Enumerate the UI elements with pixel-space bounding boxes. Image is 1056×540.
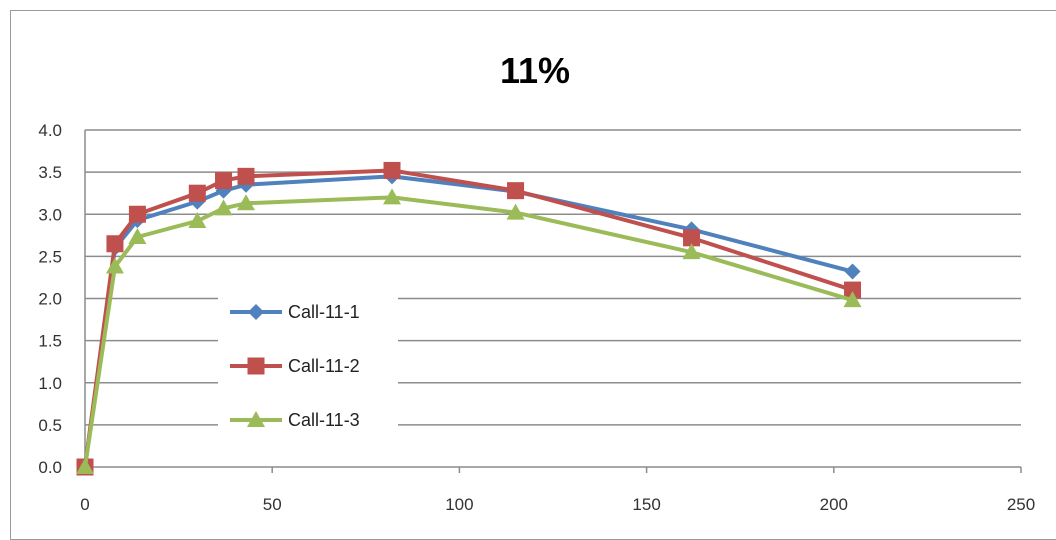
- series-3-point: [105, 257, 124, 274]
- legend-marker: [248, 304, 264, 320]
- x-tick-label: 250: [1007, 495, 1035, 514]
- series-3-point: [76, 458, 94, 474]
- series-3-point: [682, 243, 701, 260]
- y-tick-label: 3.0: [38, 205, 62, 224]
- legend-marker: [247, 357, 265, 375]
- y-tick-label: 1.0: [38, 374, 62, 393]
- series-2-point: [237, 167, 255, 185]
- x-tick-label: 200: [820, 495, 848, 514]
- y-tick-label: 3.5: [38, 163, 62, 182]
- series-2-point: [507, 182, 525, 200]
- y-tick-label: 0.0: [38, 458, 62, 477]
- series-3-point: [188, 211, 207, 228]
- series-1-line: [83, 174, 854, 468]
- legend-marker: [247, 411, 265, 427]
- series-2-line: [83, 168, 854, 468]
- series-3-point: [383, 188, 402, 205]
- legend-item: Call-11-1: [230, 302, 360, 322]
- legend-label: Call-11-3: [288, 410, 360, 430]
- line-chart: 11% 0.0 0.5 1.0 1.5 2.0 2.5 3.0 3.5 4.0 0 50 100 150…: [38, 50, 1035, 514]
- x-tick-label: 0: [80, 495, 89, 514]
- axes: 0.0 0.5 1.0 1.5 2.0 2.5 3.0 3.5 4.0 0 50 100 150 200 2…: [38, 121, 1035, 514]
- series-3-point: [214, 199, 233, 216]
- series-2-point: [188, 184, 206, 202]
- y-tick-label: 1.5: [38, 332, 62, 351]
- chart-title: 11%: [500, 50, 570, 91]
- legend-item: Call-11-3: [230, 410, 360, 430]
- series-1-point: [844, 263, 861, 280]
- x-tick-label: 50: [263, 495, 282, 514]
- series-2-point: [383, 161, 401, 179]
- x-tick-label: 150: [632, 495, 660, 514]
- series-2-point: [128, 205, 146, 223]
- series-3-point: [843, 291, 862, 308]
- y-tick-label: 2.0: [38, 290, 62, 309]
- legend-label: Call-11-1: [288, 302, 360, 322]
- series-group: [76, 161, 862, 476]
- y-tick-label: 4.0: [38, 121, 62, 140]
- series-2-point: [106, 235, 124, 253]
- series-3-line: [83, 195, 854, 468]
- y-tick-label: 2.5: [38, 247, 62, 266]
- legend-label: Call-11-2: [288, 356, 360, 376]
- series-3: [76, 188, 862, 474]
- series-3-point: [236, 194, 255, 211]
- chart-area: [10, 10, 1056, 540]
- x-tick-label: 100: [445, 495, 473, 514]
- legend: Call-11-1 Call-11-2 Call-11-3: [218, 290, 398, 438]
- legend-item: Call-11-2: [230, 356, 360, 376]
- series-2: [76, 161, 862, 476]
- series-2-point: [683, 229, 701, 247]
- series-2-point: [844, 281, 862, 299]
- series-3-point: [128, 227, 147, 244]
- y-tick-label: 0.5: [38, 416, 62, 435]
- series-3-point: [506, 203, 525, 220]
- series-2-point: [215, 172, 233, 190]
